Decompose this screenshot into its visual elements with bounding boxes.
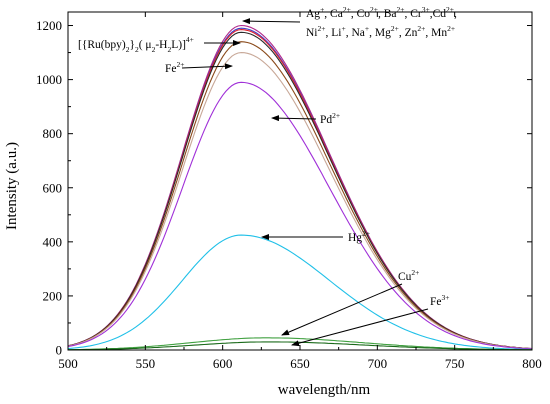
y-tick-label: 600 <box>43 180 63 195</box>
x-tick-label: 500 <box>58 356 78 371</box>
series-line-3 <box>67 29 533 350</box>
x-tick-label: 800 <box>522 356 542 371</box>
label-fe3: Fe3+ <box>430 293 449 308</box>
series-line-5 <box>67 41 533 350</box>
ion-ag: Ag <box>306 8 320 20</box>
x-tick-label: 700 <box>368 356 388 371</box>
label-pd: Pd2+ <box>320 111 340 126</box>
label-metal-ions-line2: Ni2+, Li+, Na+, Mg2+, Zn2+, Mn2+ <box>306 24 455 39</box>
tick-labels: 500 550 600 650 700 750 800 0 200 400 600 800 1000 12… <box>36 18 542 371</box>
label-complex: [{Ru(bpy)2}2( μ2-H2L)]4+ <box>78 35 194 54</box>
series-line-2 <box>67 27 533 350</box>
arrow-metals <box>242 18 301 25</box>
series-line-1 <box>67 24 533 350</box>
x-tick-label: 600 <box>213 356 233 371</box>
arrow-pd <box>271 115 317 122</box>
y-tick-label: 800 <box>43 126 63 141</box>
annotation-arrows <box>181 18 429 347</box>
series-line-6 <box>67 52 533 350</box>
label-fe2: Fe2+ <box>165 60 184 75</box>
label-metal-ions-line1: Ag+, Ca2+, Co2+, Ba2+, Cr3+,Cd2+, <box>306 5 457 20</box>
x-tick-label: 550 <box>136 356 156 371</box>
label-hg: Hg2+ <box>348 229 370 244</box>
y-tick-label: 1200 <box>36 18 62 33</box>
y-tick-label: 0 <box>56 343 63 358</box>
label-cu: Cu2+ <box>398 268 419 283</box>
plot-frame <box>67 11 533 351</box>
arrow-fe3 <box>291 308 429 347</box>
series-line-7 <box>67 81 533 350</box>
y-axis-title: Intensity (a.u.) <box>4 142 20 230</box>
x-tick-label: 650 <box>290 356 310 371</box>
y-tick-label: 400 <box>43 234 63 249</box>
x-tick-label: 750 <box>445 356 465 371</box>
y-tick-label: 200 <box>43 288 63 303</box>
series-line-4 <box>67 31 533 350</box>
series-line-8 <box>67 234 533 351</box>
arrow-fe2 <box>181 63 233 70</box>
x-axis-title: wavelength/nm <box>278 382 371 398</box>
y-tick-label: 1000 <box>36 72 62 87</box>
arrow-cu <box>281 283 403 336</box>
spectra-curves <box>67 24 533 351</box>
axes <box>67 11 533 351</box>
